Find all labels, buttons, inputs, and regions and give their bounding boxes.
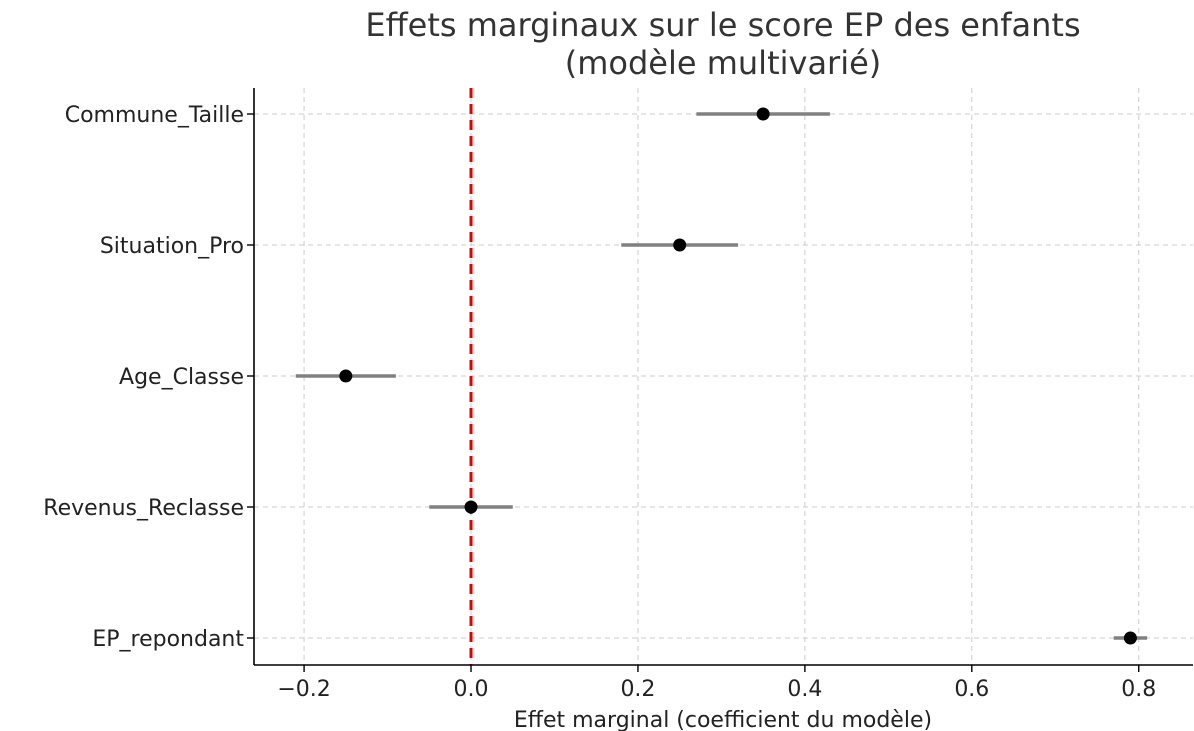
y-tick-label-Commune_Taille: Commune_Taille bbox=[65, 103, 244, 128]
x-tick-label-3: 0.4 bbox=[787, 677, 822, 702]
x-tick-label-1: 0.0 bbox=[454, 677, 489, 702]
point-EP_repondant bbox=[1123, 631, 1137, 645]
x-tick-label-0: −0.2 bbox=[277, 677, 330, 702]
y-ticks: Commune_Taille Situation_Pro Age_Classe Rev… bbox=[43, 103, 254, 652]
data-points bbox=[339, 107, 1137, 645]
x-tick-label-2: 0.2 bbox=[620, 677, 655, 702]
y-tick-label-Age_Classe: Age_Classe bbox=[119, 365, 244, 390]
x-tick-label-4: 0.6 bbox=[954, 677, 989, 702]
x-tick-label-5: 0.8 bbox=[1121, 677, 1156, 702]
chart-title: Effets marginaux sur le score EP des enf… bbox=[365, 6, 1080, 44]
y-tick-label-Situation_Pro: Situation_Pro bbox=[100, 234, 244, 259]
chart-subtitle: (modèle multivarié) bbox=[565, 44, 882, 82]
point-Commune_Taille bbox=[756, 107, 770, 121]
point-Age_Classe bbox=[339, 369, 353, 383]
x-axis-label: Effet marginal (coefficient du modèle) bbox=[514, 708, 932, 731]
x-ticks: −0.2 0.0 0.2 0.4 0.6 0.8 bbox=[277, 665, 1156, 702]
point-Situation_Pro bbox=[673, 238, 687, 252]
y-tick-label-Revenus_Reclasse: Revenus_Reclasse bbox=[43, 496, 244, 521]
point-Revenus_Reclasse bbox=[464, 500, 478, 514]
y-tick-label-EP_repondant: EP_repondant bbox=[92, 627, 244, 652]
